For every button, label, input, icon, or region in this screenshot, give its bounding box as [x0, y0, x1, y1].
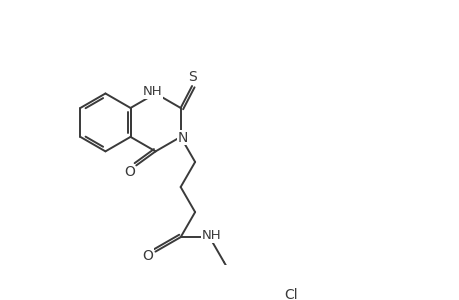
Text: O: O: [123, 165, 134, 179]
Text: S: S: [188, 70, 197, 84]
Text: N: N: [178, 131, 188, 145]
Text: Cl: Cl: [284, 288, 297, 300]
Text: NH: NH: [201, 229, 221, 242]
Text: O: O: [142, 249, 153, 263]
Text: NH: NH: [143, 85, 162, 98]
